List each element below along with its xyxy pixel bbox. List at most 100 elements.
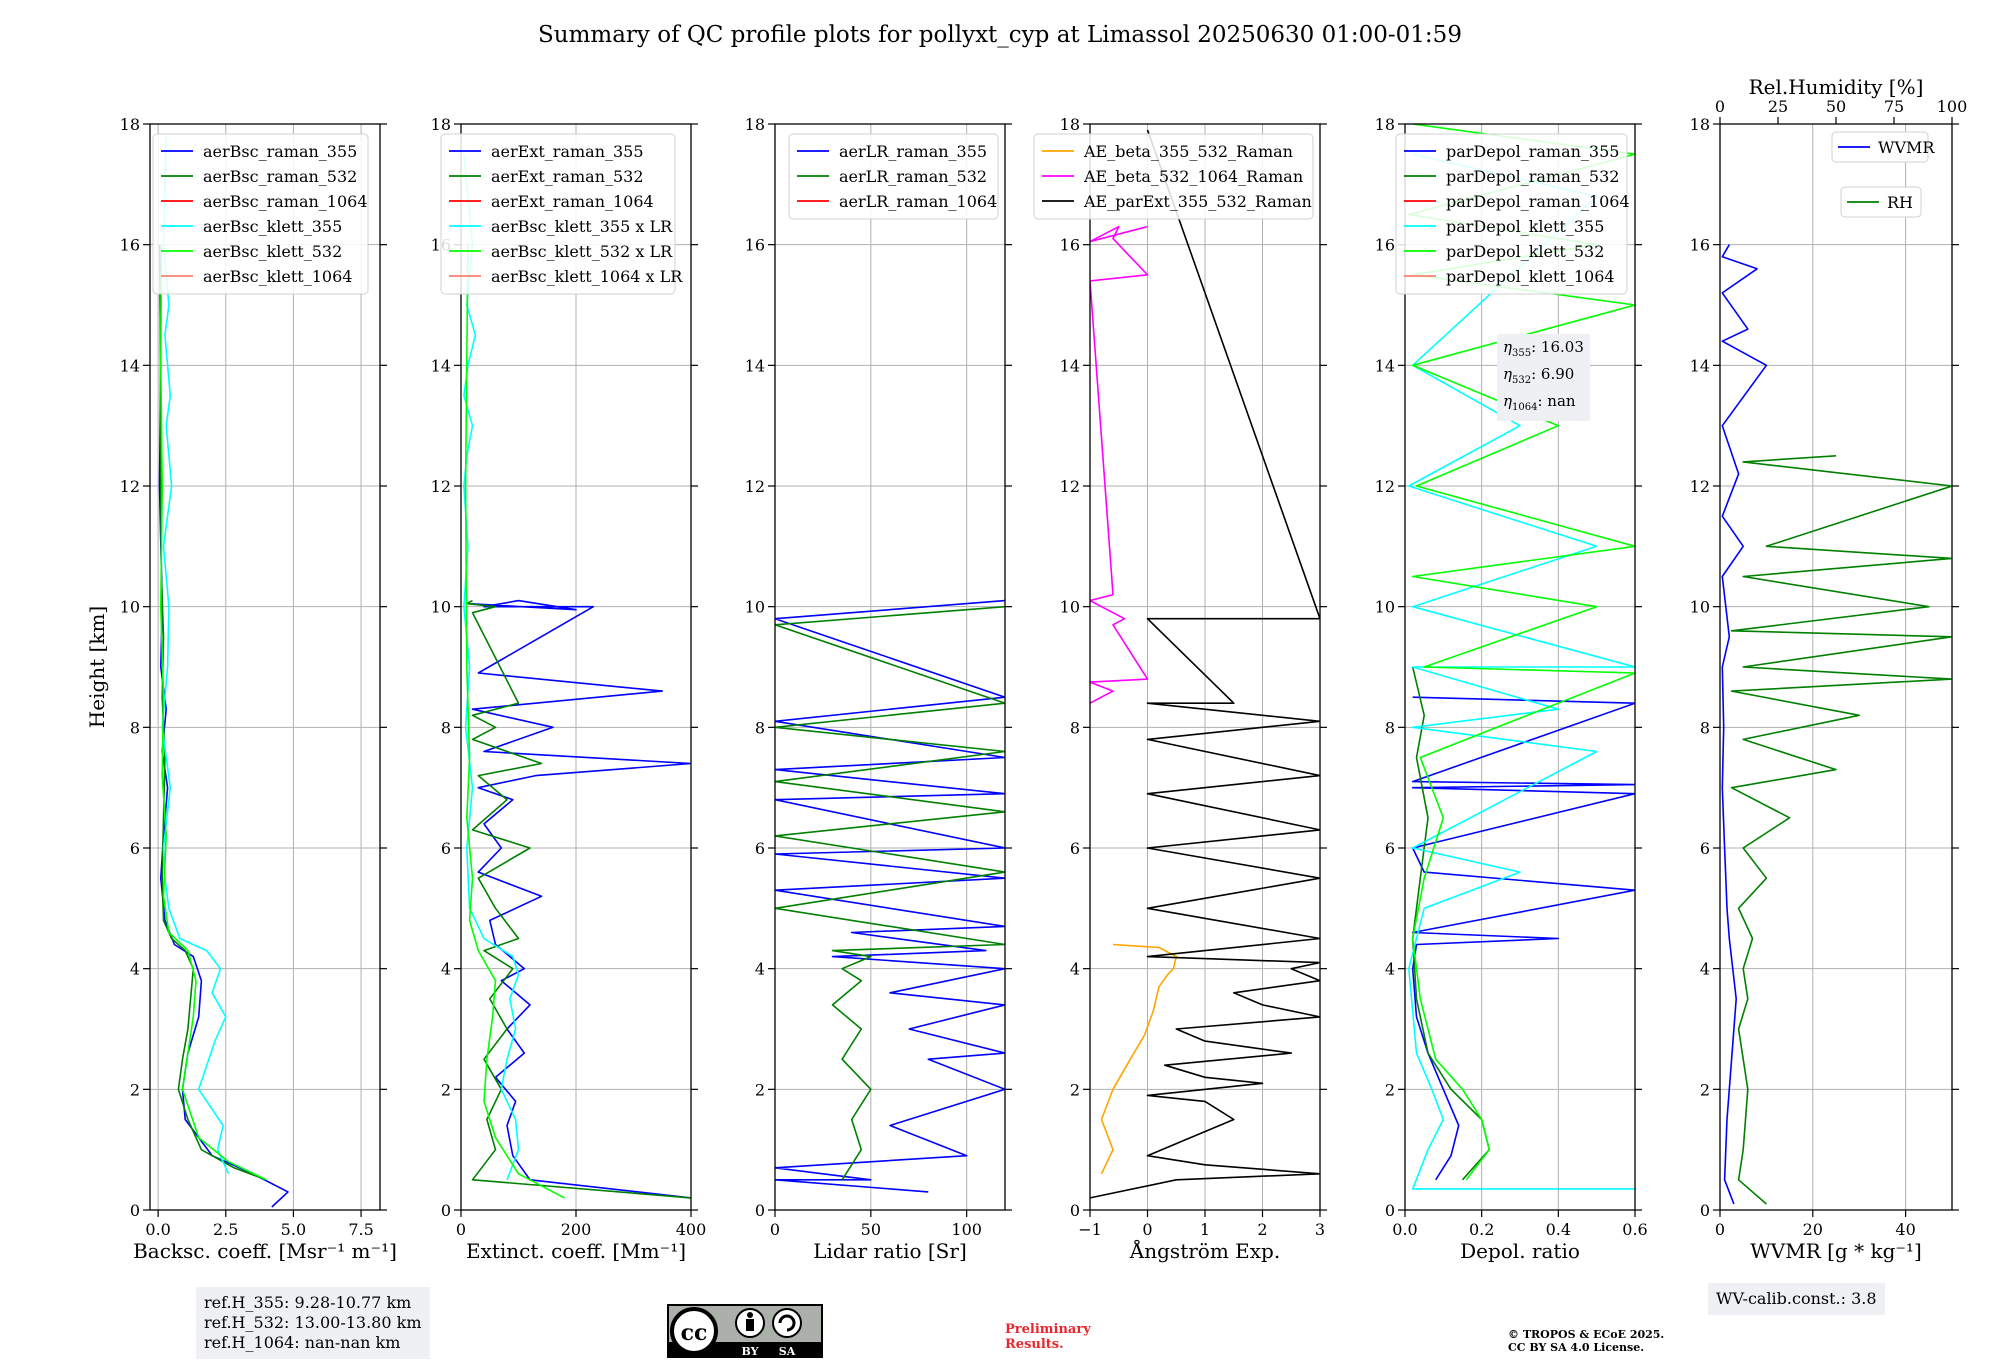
y-tick-label: 8: [1385, 718, 1395, 737]
top-x-tick-label: 25: [1768, 97, 1788, 116]
sa-arrow: [778, 1314, 796, 1332]
legend-ext: aerExt_raman_355 aerExt_raman_532 aerExt_r…: [440, 133, 683, 295]
x-tick-label: 0: [1715, 1220, 1725, 1239]
y-tick-label: 10: [1690, 598, 1710, 617]
panel-wv: 0 2 4 6 8 10 12 14 16 18 0 20 40 0 25 50 75 100 Rel.Humidi…: [1690, 75, 1968, 1263]
y-tick-label: 2: [1070, 1080, 1080, 1099]
y-tick-label: 18: [745, 115, 765, 134]
y-tick-label: 8: [755, 718, 765, 737]
legend-label: aerBsc_klett_355: [203, 217, 342, 236]
by-label: BY: [742, 1345, 759, 1358]
wv-calib-box: WV-calib.const.: 3.8: [1708, 1283, 1885, 1315]
ref-height-355: ref.H_355: 9.28-10.77 km: [204, 1293, 412, 1312]
series-line-ae-beta-532-1064-raman: [1090, 225, 1149, 704]
legend-label: aerExt_raman_532: [491, 167, 644, 186]
eta-1064-value: nan: [1547, 392, 1576, 410]
y-tick-label: 0: [1700, 1201, 1710, 1220]
x-tick-label: 200: [561, 1220, 592, 1239]
copyright-line-2: CC BY SA 4.0 License.: [1508, 1341, 1645, 1354]
series-line-aerbsc-klett-532: [160, 244, 267, 1181]
eta-355-sub: 355: [1512, 348, 1532, 359]
y-tick-label: 18: [1690, 115, 1710, 134]
x-axis-label: Backsc. coeff. [Msr⁻¹ m⁻¹]: [133, 1239, 397, 1263]
x-tick-label: 400: [676, 1220, 707, 1239]
series-line-aerbsc-klett-532-x-lr: [464, 244, 565, 1199]
y-tick-label: 0: [1070, 1201, 1080, 1220]
x-axis-label: Extinct. coeff. [Mm⁻¹]: [466, 1239, 686, 1263]
y-tick-label: 10: [431, 598, 451, 617]
y-axis-label: Height [km]: [85, 606, 109, 728]
y-tick-label: 6: [441, 839, 451, 858]
y-tick-label: 2: [755, 1080, 765, 1099]
y-tick-label: 10: [120, 598, 140, 617]
y-tick-label: 18: [1060, 115, 1080, 134]
eta-1064: η1064: nan: [1503, 392, 1576, 413]
x-tick-label: −1: [1078, 1220, 1102, 1239]
y-tick-label: 4: [1385, 960, 1395, 979]
y-tick-label: 14: [120, 356, 140, 375]
y-tick-label: 14: [431, 356, 451, 375]
x-tick-label: 0: [1142, 1220, 1152, 1239]
x-tick-label: 0.2: [1469, 1220, 1494, 1239]
y-tick-label: 8: [130, 718, 140, 737]
y-tick-label: 16: [745, 236, 765, 255]
y-tick-label: 2: [130, 1080, 140, 1099]
y-tick-label: 6: [755, 839, 765, 858]
eta-532: η532: 6.90: [1503, 365, 1575, 386]
legend-box: [788, 133, 999, 220]
eta-532-sub: 532: [1512, 375, 1532, 386]
eta-355: η355: 16.03: [1503, 338, 1584, 359]
x-tick-label: 20: [1803, 1220, 1823, 1239]
axes-frame: [149, 123, 381, 1211]
y-tick-label: 6: [1385, 839, 1395, 858]
series-line-ae-beta-355-532-raman: [1100, 943, 1178, 1175]
legend-rh: RH: [1840, 186, 1922, 218]
y-tick-label: 16: [120, 236, 140, 255]
y-tick-label: 0: [130, 1201, 140, 1220]
y-tick-label: 0: [441, 1201, 451, 1220]
x-tick-label: 3: [1315, 1220, 1325, 1239]
series-line-aerbsc-raman-532: [159, 274, 267, 1181]
legend-label: aerBsc_klett_355 x LR: [491, 217, 673, 236]
legend-label: aerLR_raman_1064: [839, 192, 997, 211]
y-tick-label: 12: [1375, 477, 1395, 496]
legend-label: aerBsc_klett_532: [203, 242, 342, 261]
series-line-rh: [1730, 455, 1952, 1205]
series-line-aerext-raman-532: [465, 599, 691, 1199]
legend-label: aerBsc_raman_355: [203, 142, 357, 161]
series-group: [463, 154, 691, 1199]
top-x-tick-label: 100: [1937, 97, 1968, 116]
series-line-aerlr-raman-532: [775, 605, 1005, 1181]
y-tick-label: 18: [120, 115, 140, 134]
preliminary-line-2: Results.: [1005, 1337, 1064, 1352]
y-tick-label: 6: [130, 839, 140, 858]
legend-label: parDepol_raman_532: [1446, 167, 1619, 186]
x-tick-label: 0.4: [1546, 1220, 1571, 1239]
axes-frame: [774, 123, 1006, 1211]
y-tick-label: 18: [1375, 115, 1395, 134]
legend-ae: AE_beta_355_532_Raman AE_beta_532_1064_Ra…: [1033, 133, 1314, 220]
page-title: Summary of QC profile plots for pollyxt_…: [538, 22, 1462, 48]
y-tick-label: 8: [1070, 718, 1080, 737]
y-tick-label: 6: [1700, 839, 1710, 858]
y-tick-label: 4: [1700, 960, 1710, 979]
x-tick-label: 0.0: [1392, 1220, 1417, 1239]
y-tick-label: 10: [1060, 598, 1080, 617]
top-axis-label: Rel.Humidity [%]: [1749, 75, 1924, 99]
by-person-body: [746, 1319, 754, 1331]
panel-ext: 0246810121416180200400Extinct. coeff. [M…: [431, 115, 707, 1263]
top-x-tick-label: 50: [1826, 97, 1846, 116]
y-tick-label: 8: [441, 718, 451, 737]
x-tick-label: 2: [1257, 1220, 1267, 1239]
legend-label: AE_parExt_355_532_Raman: [1083, 192, 1312, 211]
ref-height-1064: ref.H_1064: nan-nan km: [204, 1333, 401, 1352]
y-tick-label: 4: [130, 960, 140, 979]
x-tick-label: 2.5: [213, 1220, 238, 1239]
cc-circle-icon: [670, 1307, 718, 1355]
copyright-line-1: © TROPOS & ECoE 2025.: [1508, 1328, 1665, 1341]
sa-share-icon: [772, 1308, 802, 1338]
series-line-aerbsc-raman-355: [158, 244, 289, 1208]
